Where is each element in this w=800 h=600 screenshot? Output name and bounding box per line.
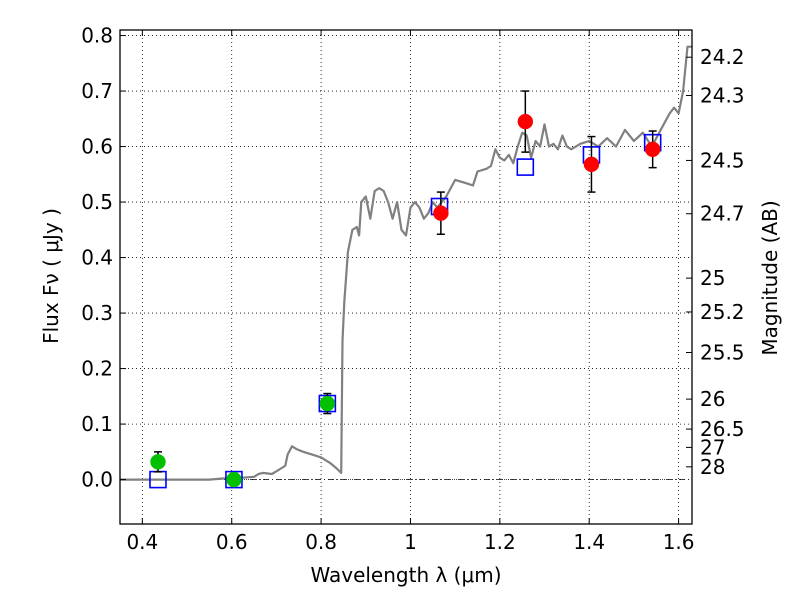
plot-frame [119,29,693,525]
model-spectrum-line [120,45,692,481]
y2-axis-label: Magnitude (AB) [758,200,782,355]
x-tick-label: 0.6 [216,530,248,554]
x-tick-label: 1.4 [573,530,605,554]
magnitude-tick-label: 25.5 [700,340,745,364]
y-axis-label: Flux Fν ( μJy ) [39,208,63,344]
photometry-circle-marker [583,156,600,173]
magnitude-tick-label: 25.2 [700,300,745,324]
magnitude-tick-label: 27 [700,435,725,459]
x-axis-label: Wavelength λ (μm) [310,563,501,587]
y-tick-label: 0.1 [81,412,113,436]
photometry-circle-marker [150,454,166,470]
magnitude-tick-label: 26 [700,387,725,411]
y-tick-label: 0.3 [81,301,113,325]
data-points-layer [149,90,662,489]
axis-ticks: 0.4 0.6 0.8 1 1.2 1.4 1.6 0.0 0.1 0.2 0.3 0.4 0.5 0.6… [81,24,744,554]
x-tick-label: 1.2 [484,530,516,554]
magnitude-tick-label: 24.2 [700,45,745,69]
photometry-circle-marker [319,395,336,412]
photometry-square-marker [225,470,243,489]
magnitude-tick-label: 26.5 [700,417,745,441]
x-tick-label: 1 [404,530,417,554]
magnitude-tick-label: 28 [700,455,725,479]
x-tick-label: 0.4 [126,530,158,554]
y-tick-label: 0.8 [81,24,113,48]
magnitude-tick-label: 24.5 [700,148,745,172]
y-tick-label: 0.5 [81,190,113,214]
y-tick-label: 0.0 [81,468,113,492]
y-tick-label: 0.4 [81,246,113,270]
x-tick-label: 0.8 [305,530,337,554]
y-tick-label: 0.6 [81,135,113,159]
model-spectrum-layer [120,45,692,481]
x-tick-label: 1.6 [663,530,695,554]
photometry-circle-marker [517,113,534,130]
magnitude-tick-label: 24.3 [700,83,745,107]
magnitude-tick-label: 25 [700,266,725,290]
photometry-circle-marker [226,471,242,488]
photometry-circle-marker [644,141,661,158]
magnitude-tick-label: 24.7 [700,202,745,226]
y-tick-label: 0.7 [81,79,113,103]
photometry-square-marker [516,158,535,176]
photometry-circle-marker [433,205,449,221]
y-tick-label: 0.2 [81,357,113,381]
